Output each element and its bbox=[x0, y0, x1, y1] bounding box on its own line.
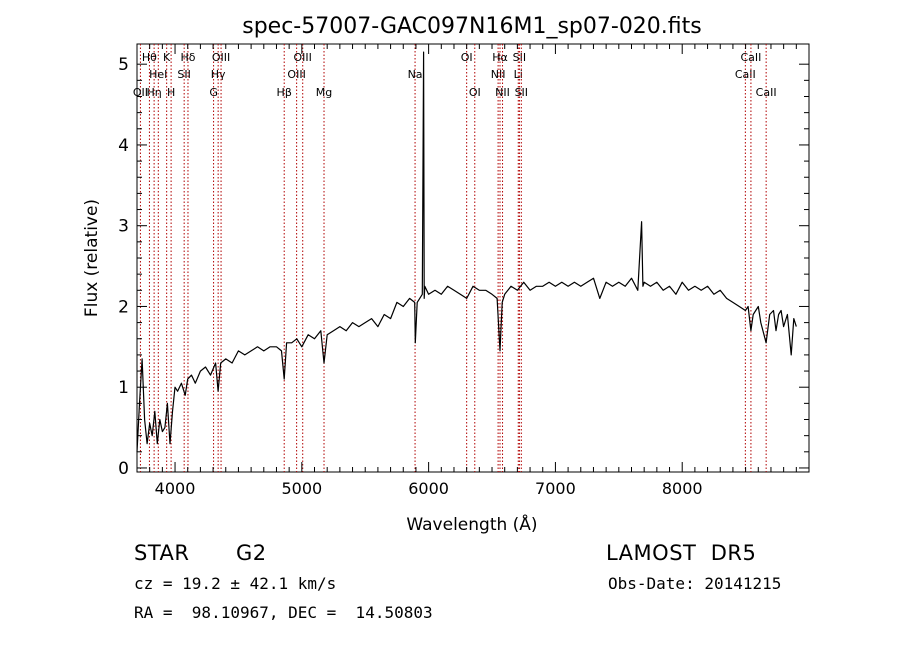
x-tick-label: 8000 bbox=[662, 479, 703, 498]
line-label: Li bbox=[514, 68, 523, 81]
line-label: Hγ bbox=[211, 68, 226, 81]
line-label: Na bbox=[408, 68, 423, 81]
spectral-lines-layer: OIIHθHηHeIKHSIIHδGHγOIIIHβOIIIOIIIMgNaOI… bbox=[133, 44, 777, 472]
y-tick-label: 4 bbox=[118, 136, 129, 156]
y-tick-label: 3 bbox=[118, 217, 129, 237]
object-class: STAR bbox=[134, 541, 190, 565]
line-label: SII bbox=[177, 68, 190, 81]
object-subclass: G2 bbox=[236, 541, 267, 565]
redshift-text: cz = 19.2 ± 42.1 km/s bbox=[134, 574, 337, 593]
y-tick-label: 1 bbox=[118, 378, 129, 398]
coordinates-text: RA = 98.10967, DEC = 14.50803 bbox=[134, 603, 433, 622]
line-label: Hη bbox=[146, 86, 161, 99]
line-label: NII bbox=[491, 68, 506, 81]
line-label: Hθ bbox=[142, 51, 157, 64]
line-label: OIII bbox=[294, 51, 312, 64]
y-tick-label: 5 bbox=[118, 55, 129, 75]
plot-frame bbox=[136, 43, 810, 473]
line-label: OII bbox=[133, 86, 148, 99]
spectrum-series-layer bbox=[136, 51, 797, 452]
x-axis-label: Wavelength (Å) bbox=[406, 513, 537, 535]
axis-ticks-layer: 4000 5000 6000 7000 8000 0 1 2 3 4 5 bbox=[118, 44, 809, 498]
line-label: H bbox=[167, 86, 175, 99]
chart-title: spec-57007-GAC097N16M1_sp07-020.fits bbox=[242, 14, 702, 39]
spectrum-line-series-0 bbox=[136, 51, 797, 452]
line-label: CaII bbox=[756, 86, 777, 99]
line-label: Mg bbox=[316, 86, 332, 99]
y-tick-label: 2 bbox=[118, 297, 129, 317]
line-label: OI bbox=[469, 86, 481, 99]
survey-name: LAMOST DR5 bbox=[606, 541, 757, 565]
x-tick-label: 7000 bbox=[535, 479, 576, 498]
line-label: CaII bbox=[740, 51, 761, 64]
line-label: OIII bbox=[212, 51, 230, 64]
line-label: NII bbox=[495, 86, 510, 99]
line-label: SII bbox=[515, 86, 528, 99]
y-axis-label: Flux (relative) bbox=[82, 199, 102, 317]
x-tick-label: 6000 bbox=[408, 479, 449, 498]
line-label: Hβ bbox=[277, 86, 292, 99]
line-label: CaII bbox=[735, 68, 756, 81]
obs-date-text: Obs-Date: 20141215 bbox=[608, 574, 782, 593]
x-tick-label: 5000 bbox=[281, 479, 322, 498]
x-tick-label: 4000 bbox=[155, 479, 196, 498]
y-tick-label: 0 bbox=[118, 459, 129, 479]
line-label: Hδ bbox=[180, 51, 195, 64]
line-label: G bbox=[209, 86, 218, 99]
line-label: HeI bbox=[149, 68, 167, 81]
line-label: OIII bbox=[287, 68, 305, 81]
line-label: SII bbox=[513, 51, 526, 64]
line-label: Hα bbox=[492, 51, 508, 64]
line-label: OI bbox=[461, 51, 473, 64]
line-label: K bbox=[163, 51, 171, 64]
